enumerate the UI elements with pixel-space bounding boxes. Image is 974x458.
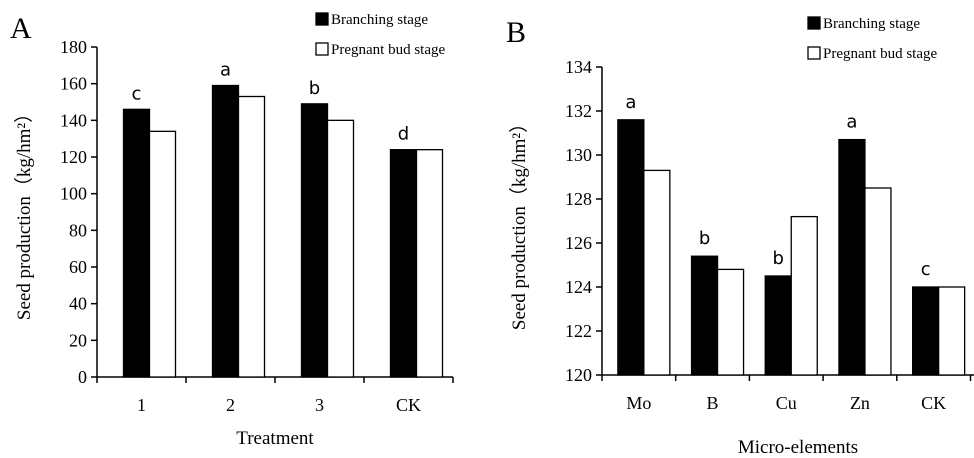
bar-pregnant-bud-b — [716, 268, 745, 376]
y-tick-label: 20 — [69, 330, 87, 350]
y-tick-label: 122 — [565, 321, 592, 341]
bar-pregnant-bud-ck — [415, 149, 444, 378]
y-axis-title: Seed production（kg/hm²） — [13, 104, 35, 320]
significance-letter: b — [309, 78, 320, 99]
bar-branching-b — [690, 255, 719, 376]
x-tick-label: 2 — [226, 395, 235, 415]
legend-label-branching: Branching stage — [331, 12, 428, 28]
bar-branching-3 — [300, 103, 329, 378]
significance-letter: b — [699, 228, 710, 249]
y-tick-label: 160 — [60, 74, 87, 94]
x-tick-label: 1 — [137, 395, 146, 415]
x-axis-title: Treatment — [236, 428, 314, 449]
x-axis-title: Micro-elements — [738, 437, 858, 458]
significance-letter: c — [921, 259, 931, 280]
x-tick-label: Mo — [626, 393, 651, 413]
bar-pregnant-bud-cu — [790, 215, 818, 376]
y-tick-label: 140 — [60, 110, 87, 130]
bar-pregnant-bud-ck — [938, 286, 966, 376]
bar-branching-1 — [122, 108, 151, 378]
bar-pregnant-bud-1 — [148, 130, 177, 378]
bar-pregnant-bud-mo — [643, 169, 671, 376]
bar-branching-2 — [211, 84, 240, 378]
chart-panel-a: A 0 20 40 60 80 100 120 140 160 180 c 1 a 2 b 3 d CK Treatm… — [10, 12, 454, 449]
x-tick-label: CK — [921, 393, 946, 413]
significance-letter: d — [398, 124, 409, 145]
x-tick-label: 3 — [315, 395, 324, 415]
bar-branching-mo — [617, 119, 645, 376]
significance-letter: b — [773, 248, 784, 269]
y-tick-label: 134 — [565, 57, 592, 77]
legend-label-pregnant-bud: Pregnant bud stage — [823, 46, 937, 62]
panel-letter-A: A — [10, 12, 32, 45]
x-tick-label: Cu — [776, 393, 797, 413]
y-tick-label: 128 — [565, 189, 592, 209]
y-tick-label: 120 — [60, 147, 87, 167]
y-tick-label: 126 — [565, 233, 592, 253]
y-axis-title: Seed production（kg/hm²） — [508, 114, 530, 330]
x-tick-label: Zn — [850, 393, 870, 413]
y-tick-label: 132 — [565, 101, 592, 121]
bar-branching-zn — [838, 138, 866, 376]
y-tick-label: 0 — [78, 367, 87, 387]
legend-swatch-branching — [315, 12, 329, 26]
bar-branching-ck — [389, 149, 418, 378]
legend-label-pregnant-bud: Pregnant bud stage — [331, 42, 445, 58]
y-tick-label: 100 — [60, 184, 87, 204]
y-tick-label: 180 — [60, 37, 87, 57]
y-tick-label: 80 — [69, 220, 87, 240]
x-tick-label: B — [707, 393, 719, 413]
significance-letter: a — [220, 60, 231, 81]
y-tick-label: 40 — [69, 294, 87, 314]
y-tick-label: 130 — [565, 145, 592, 165]
legend-label-branching: Branching stage — [823, 16, 920, 32]
bar-branching-ck — [912, 286, 940, 376]
significance-letter: c — [132, 83, 142, 104]
legend-swatch-pregnant-bud — [807, 46, 821, 60]
y-tick-label: 124 — [565, 277, 592, 297]
legend-swatch-pregnant-bud — [315, 42, 329, 56]
bar-pregnant-bud-2 — [237, 95, 266, 378]
bar-branching-cu — [764, 275, 792, 376]
x-tick-label: CK — [396, 395, 421, 415]
legend-swatch-branching — [807, 16, 821, 30]
chart-panel-b: B 120 122 124 126 128 130 132 134 a Mo b Bb Cu a Zn c CK M… — [506, 16, 974, 458]
y-tick-label: 60 — [69, 257, 87, 277]
bar-pregnant-bud-3 — [326, 119, 355, 378]
y-tick-label: 120 — [565, 365, 592, 385]
panel-letter-B: B — [506, 16, 526, 49]
significance-letter: a — [625, 92, 636, 113]
bar-pregnant-bud-zn — [864, 187, 892, 376]
significance-letter: a — [846, 112, 857, 133]
